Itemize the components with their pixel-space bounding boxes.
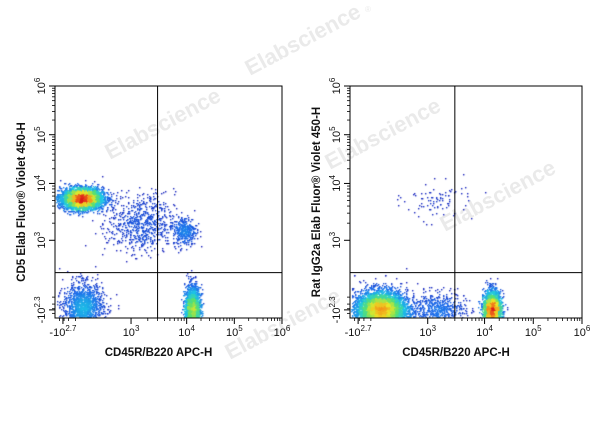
x-tick-exponent: 4	[191, 324, 196, 333]
x-tick-label: 103	[419, 324, 436, 339]
x-axis-title: CD45R/B220 APC-H	[105, 347, 213, 359]
x-tick-label: -102.7	[345, 324, 373, 339]
x-tick-exponent: 2.7	[65, 324, 77, 333]
x-tick-exponent: 6	[286, 324, 291, 333]
y-tick-label: -102.3	[328, 296, 343, 324]
y-tick-base: 10	[36, 131, 48, 143]
y-tick-label: -102.3	[33, 296, 48, 324]
y-tick-exponent: 3	[33, 231, 42, 236]
watermark-text: Elabscience	[241, 0, 365, 80]
y-tick-exponent: 4	[328, 175, 337, 180]
x-tick-base: 10	[574, 327, 586, 339]
x-tick-base: 10	[178, 327, 190, 339]
plot-frame	[349, 85, 583, 319]
x-tick-exponent: 4	[488, 324, 493, 333]
y-tick-label: 105	[328, 126, 343, 143]
x-tick-base: 10	[274, 327, 286, 339]
y-tick-base: 10	[36, 180, 48, 192]
y-tick-exponent: 6	[328, 77, 337, 82]
y-tick-base: 10	[331, 236, 343, 248]
x-tick-label: 105	[226, 324, 243, 339]
x-tick-base: 10	[476, 327, 488, 339]
x-tick-label: -102.7	[49, 324, 77, 339]
x-tick-label: 106	[274, 324, 291, 339]
y-tick-base: -10	[36, 307, 48, 323]
density-canvas	[350, 86, 582, 318]
y-tick-base: 10	[331, 82, 343, 94]
x-tick-label: 106	[574, 324, 591, 339]
x-tick-exponent: 3	[432, 324, 437, 333]
y-tick-label: 104	[328, 175, 343, 192]
x-tick-exponent: 5	[238, 324, 243, 333]
y-axis-title: Rat IgG2a Elab Fluor® Violet 450-H	[311, 107, 323, 297]
x-tick-label: 104	[178, 324, 195, 339]
plot-frame	[54, 85, 283, 319]
y-tick-exponent: 4	[33, 175, 42, 180]
y-tick-base: 10	[36, 236, 48, 248]
x-tick-label: 104	[476, 324, 493, 339]
density-canvas	[55, 86, 282, 318]
y-axis-title: CD5 Elab Fluor® Violet 450-H	[16, 122, 28, 282]
y-tick-exponent: 2.3	[328, 296, 337, 308]
x-tick-exponent: 2.7	[361, 324, 373, 333]
x-tick-base: 10	[525, 327, 537, 339]
watermark-registered-mark: ®	[365, 5, 371, 14]
x-tick-exponent: 3	[135, 324, 140, 333]
plots: -102.7 103 104 105 106-102.3103104105106CD45…	[16, 77, 591, 359]
plot-panel-1: -102.7 103 104 105 106-102.3103104105106CD45…	[16, 77, 291, 359]
x-tick-base: -10	[49, 327, 65, 339]
y-tick-label: 103	[33, 231, 48, 248]
y-tick-exponent: 5	[328, 126, 337, 131]
x-tick-exponent: 6	[586, 324, 591, 333]
y-tick-label: 104	[33, 175, 48, 192]
y-tick-label: 105	[33, 126, 48, 143]
y-tick-base: 10	[36, 82, 48, 94]
x-axis-title: CD45R/B220 APC-H	[402, 347, 510, 359]
x-tick-label: 103	[123, 324, 140, 339]
y-tick-exponent: 6	[33, 77, 42, 82]
x-tick-exponent: 5	[537, 324, 542, 333]
y-tick-label: 103	[328, 231, 343, 248]
y-tick-exponent: 3	[328, 231, 337, 236]
y-tick-base: 10	[331, 131, 343, 143]
y-tick-label: 106	[328, 77, 343, 94]
x-tick-base: 10	[226, 327, 238, 339]
y-tick-base: -10	[331, 307, 343, 323]
density-dots	[350, 86, 582, 318]
plot-panel-2: -102.7 103 104 105 106-102.3103104105106CD45…	[311, 77, 591, 359]
x-tick-base: 10	[419, 327, 431, 339]
y-tick-base: 10	[331, 180, 343, 192]
y-tick-exponent: 5	[33, 126, 42, 131]
y-tick-label: 106	[33, 77, 48, 94]
x-tick-base: -10	[345, 327, 361, 339]
x-tick-base: 10	[123, 327, 135, 339]
density-dots	[55, 86, 282, 318]
x-tick-label: 105	[525, 324, 542, 339]
y-tick-exponent: 2.3	[33, 296, 42, 308]
